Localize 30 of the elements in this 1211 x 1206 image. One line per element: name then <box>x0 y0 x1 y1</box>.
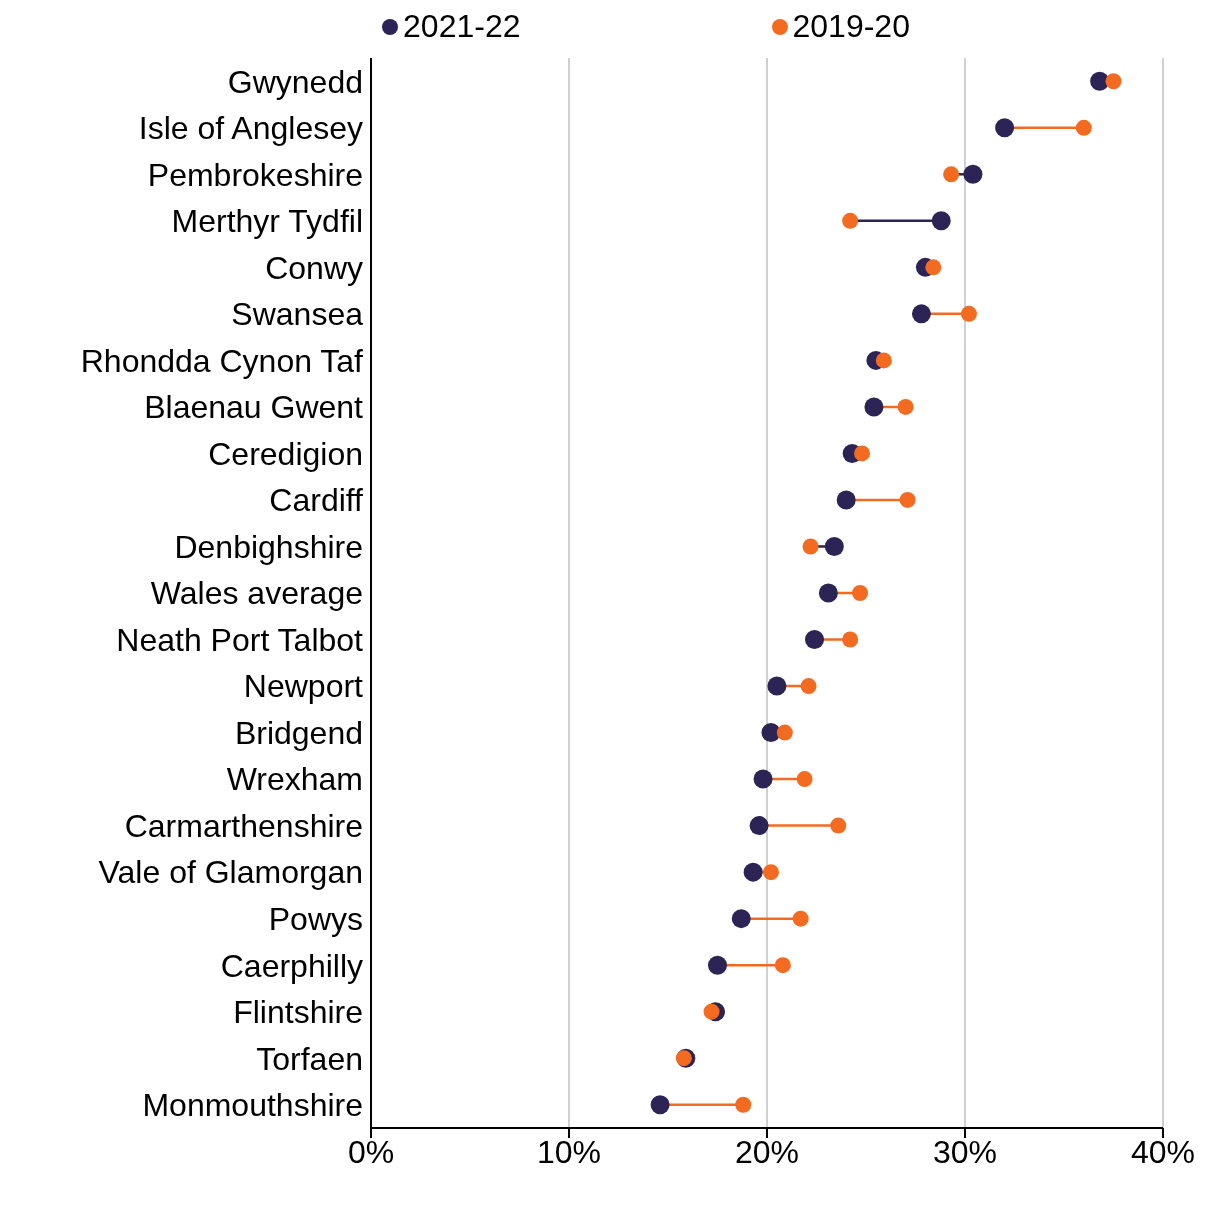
y-tick-label: Torfaen <box>256 1040 363 1077</box>
x-tick-label: 40% <box>1130 1133 1196 1170</box>
y-tick-label: Rhondda Cynon Taf <box>80 342 364 379</box>
y-tick-label: Pembrokeshire <box>147 156 363 193</box>
y-tick-label: Powys <box>268 901 363 938</box>
y-tick-label: Wales average <box>150 575 363 612</box>
y-tick-label: Monmouthshire <box>142 1087 363 1124</box>
x-tick-label: 30% <box>932 1133 998 1170</box>
y-tick-label: Isle of Anglesey <box>138 110 363 147</box>
y-tick-label: Bridgend <box>234 714 363 751</box>
x-tick-label: 0% <box>347 1133 395 1170</box>
y-tick-label: Merthyr Tydfil <box>171 203 363 240</box>
x-tick-label: 20% <box>734 1133 800 1170</box>
y-tick-label: Swansea <box>231 296 364 333</box>
y-tick-label: Wrexham <box>226 761 363 798</box>
y-tick-label: Newport <box>243 668 364 705</box>
y-tick-label: Conwy <box>265 249 363 286</box>
y-tick-label: Caerphilly <box>220 947 363 984</box>
y-tick-label: Vale of Glamorgan <box>98 854 363 891</box>
y-tick-label: Blaenau Gwent <box>144 389 364 426</box>
y-tick-label: Carmarthenshire <box>124 807 363 844</box>
y-tick-label: Flintshire <box>233 994 363 1031</box>
y-tick-label: Ceredigion <box>208 435 363 472</box>
legend-label: 2019-20 <box>791 8 910 45</box>
y-tick-label: Denbighshire <box>174 528 363 565</box>
y-tick-label: Cardiff <box>269 482 364 519</box>
y-tick-label: Neath Port Talbot <box>116 621 364 658</box>
x-tick-label: 10% <box>536 1133 602 1170</box>
legend-label: 2021-22 <box>402 8 521 45</box>
y-tick-label: Gwynedd <box>227 63 363 100</box>
